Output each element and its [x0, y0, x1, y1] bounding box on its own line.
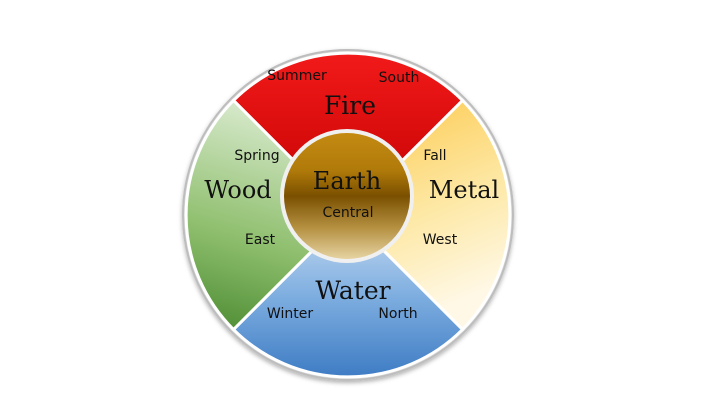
metal-direction: West	[423, 232, 458, 248]
water-label: Water	[315, 276, 390, 305]
water-direction: North	[378, 306, 417, 322]
wood-segment	[184, 98, 351, 332]
metal-season: Fall	[423, 148, 446, 164]
water-season: Winter	[267, 306, 313, 322]
wood-label: Wood	[204, 176, 271, 204]
metal-segment	[345, 98, 512, 332]
fire-season: Summer	[267, 68, 327, 84]
earth-circle	[284, 133, 410, 259]
wood-direction: East	[245, 232, 276, 248]
water-segment	[231, 212, 465, 379]
earth-label: Earth	[313, 167, 381, 195]
metal-label: Metal	[429, 176, 499, 204]
fire-direction: South	[379, 70, 420, 86]
earth-direction: Central	[323, 205, 374, 221]
fire-label: Fire	[324, 91, 376, 120]
wood-season: Spring	[234, 148, 279, 164]
